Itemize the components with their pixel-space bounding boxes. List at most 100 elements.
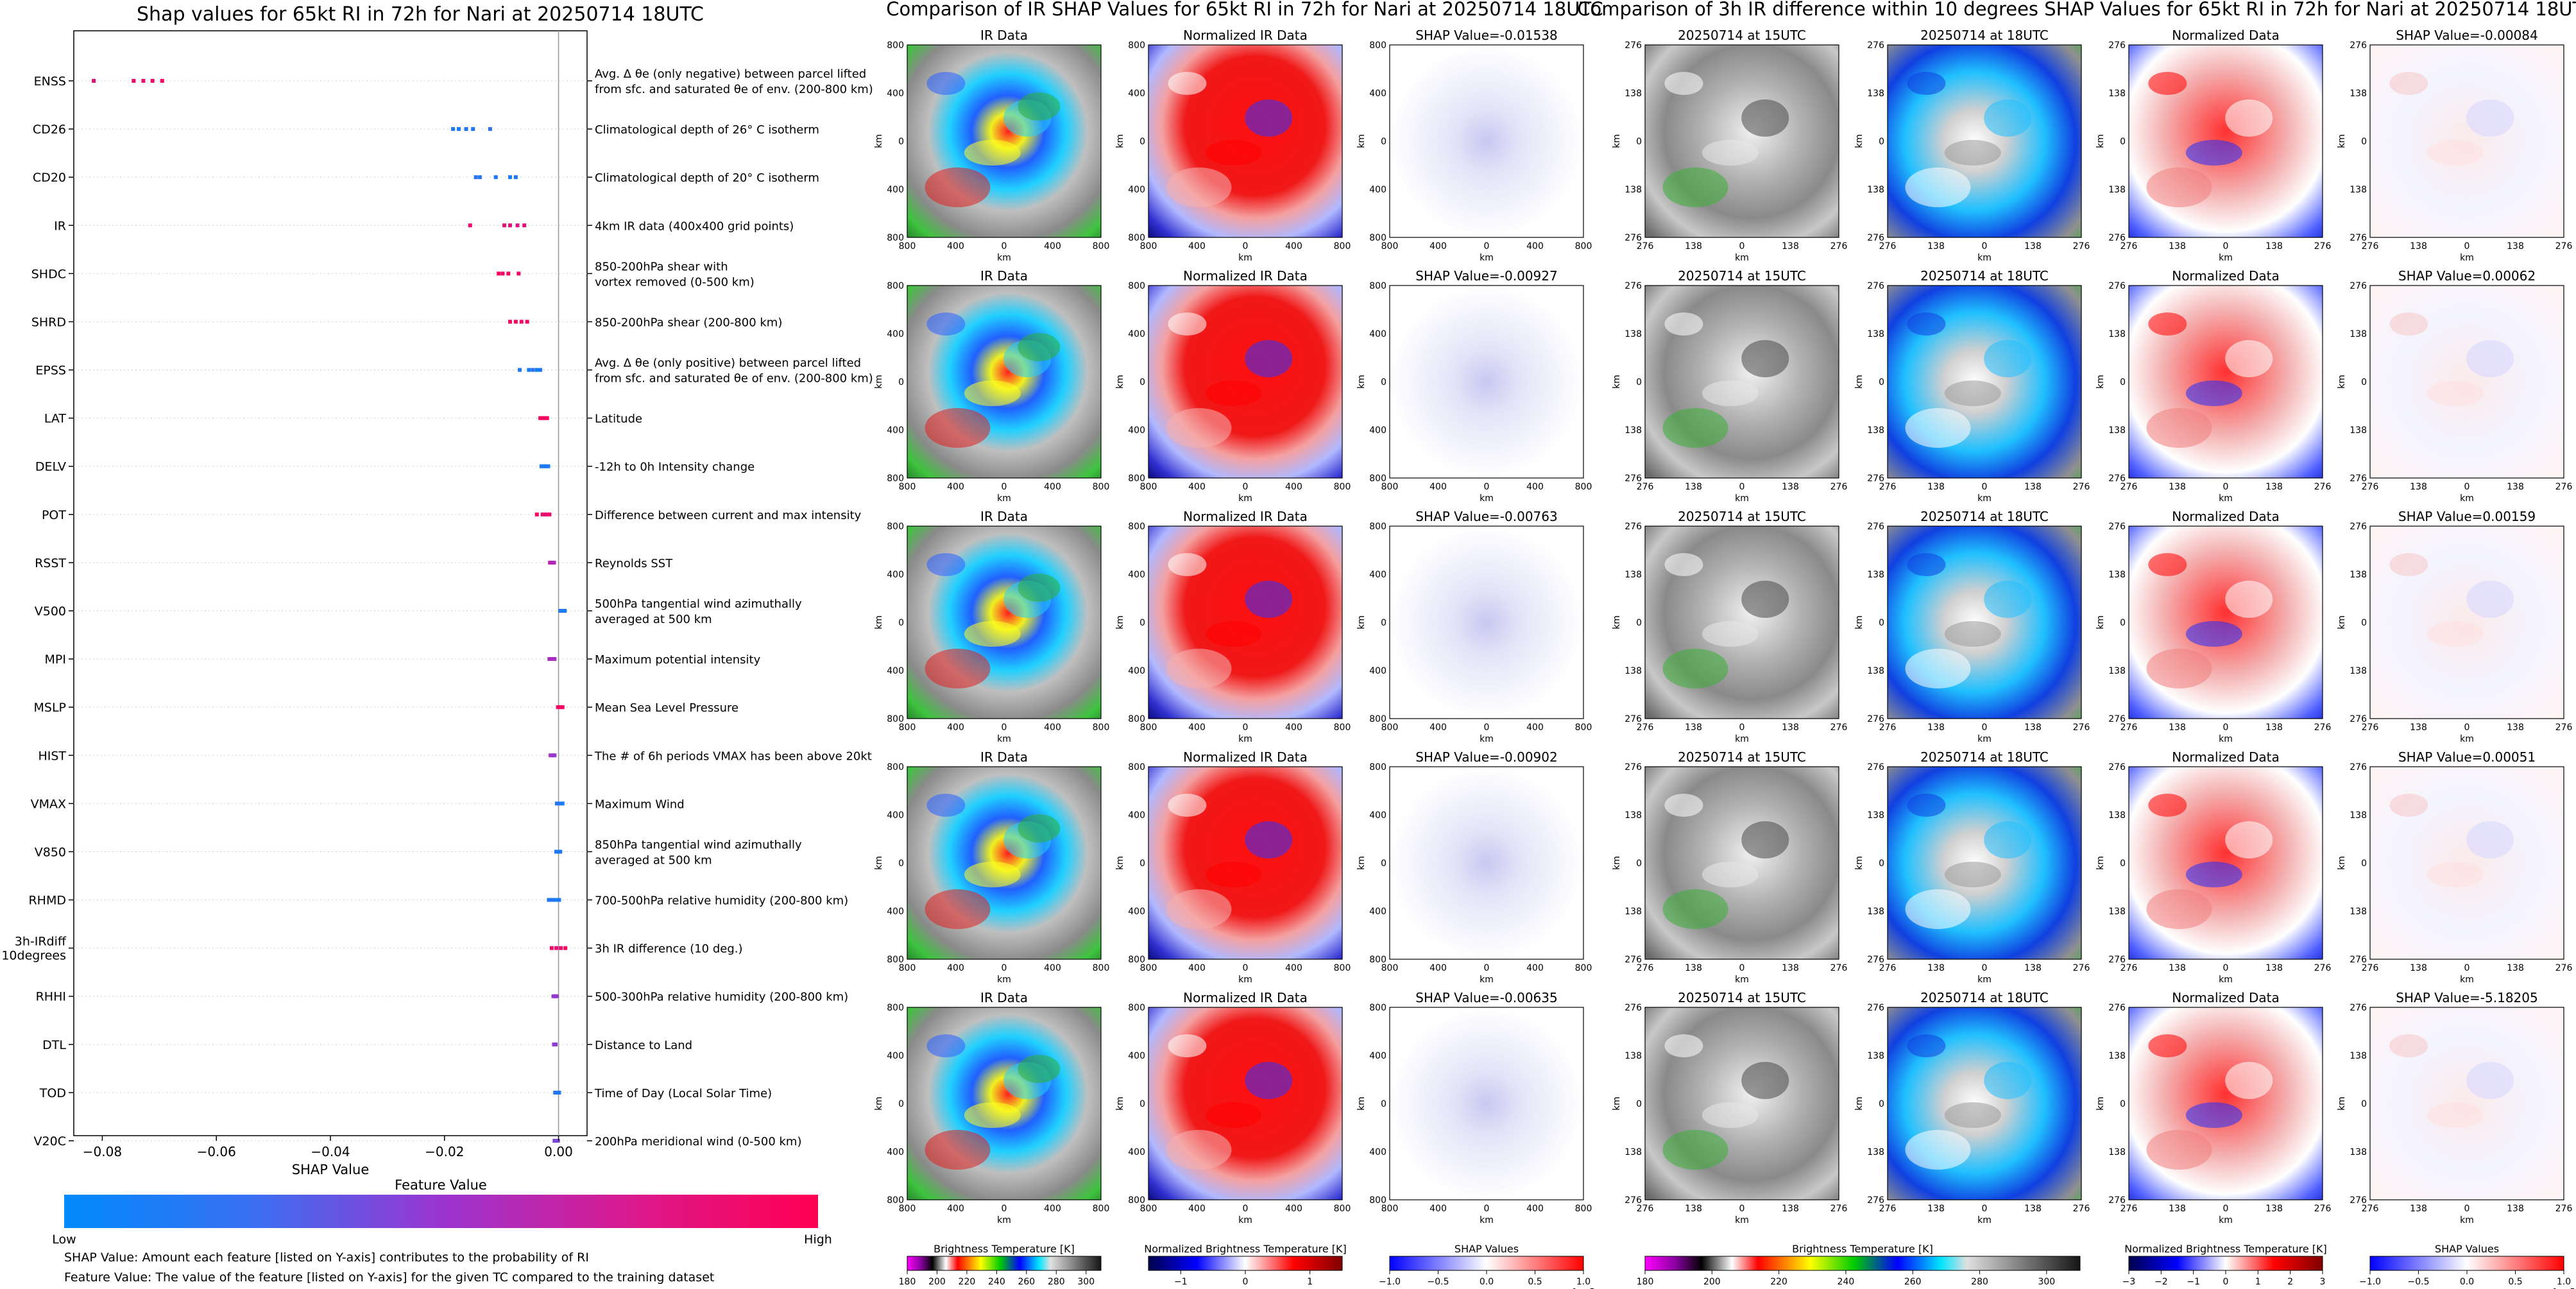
shap-point [522, 223, 527, 228]
texture-blob [1702, 140, 1759, 166]
texture-blob [1907, 72, 1946, 95]
x-axis-label: SHAP Value [292, 1162, 370, 1177]
x-tick-label: 0 [1982, 241, 1988, 252]
y-tick-label: 138 [1625, 425, 1642, 436]
shap-point [547, 657, 552, 662]
y-tick-label: 276 [2108, 281, 2126, 291]
shap-point [516, 271, 521, 276]
y-tick-label: 276 [2108, 1003, 2126, 1013]
x-tick-label: 138 [1927, 722, 1945, 733]
y-tick-label: 400 [1369, 907, 1386, 917]
texture-blob [1166, 889, 1232, 929]
panel-title: Normalized Data [2172, 749, 2280, 765]
x-axis-label: km [1977, 1215, 1992, 1225]
texture-blob [2185, 1102, 2242, 1128]
y-tick-label: 138 [2350, 89, 2367, 99]
texture-blob [925, 408, 991, 448]
feature-description: Maximum Wind [595, 798, 685, 811]
texture-blob [1018, 574, 1061, 602]
y-axis-label: km [1612, 856, 1622, 870]
x-tick-label: 138 [2410, 963, 2427, 973]
feature-label: 3h-IRdiff [15, 935, 67, 949]
y-axis-label: km [1612, 375, 1622, 389]
y-tick-label: 400 [1369, 185, 1386, 195]
x-tick-label: 276 [1830, 722, 1848, 733]
y-tick-label: 0 [1381, 377, 1386, 388]
panel-frame [1148, 525, 1343, 719]
plot-frame [73, 30, 588, 1136]
x-tick-label: 276 [2073, 722, 2090, 733]
shap-point [543, 416, 547, 420]
colorbar-tick-label: −2 [2154, 1277, 2168, 1287]
x-tick-label: 138 [1685, 722, 1702, 733]
y-tick-label: 400 [1128, 89, 1145, 99]
texture-blob [1662, 167, 1728, 207]
texture-blob [925, 889, 991, 929]
x-tick-label: 276 [2120, 722, 2138, 733]
y-tick-label: 276 [2350, 281, 2367, 291]
y-tick-label: 800 [1369, 762, 1386, 773]
y-tick-label: 138 [2108, 907, 2126, 917]
colorbar [2128, 1256, 2323, 1271]
colorbar-tick-label: 280 [1971, 1277, 1988, 1287]
shap-point [508, 320, 512, 324]
x-axis-label: km [2219, 975, 2233, 985]
texture-blob [925, 1130, 991, 1170]
texture-blob [1905, 167, 1971, 207]
shap-point [558, 801, 562, 806]
feature-label: DTL [42, 1038, 66, 1052]
texture-blob [2148, 553, 2187, 576]
y-tick-label: 800 [887, 714, 904, 724]
feature-label: POT [42, 508, 66, 522]
texture-blob [2146, 649, 2212, 688]
shap-point [540, 512, 545, 516]
shap-point [141, 79, 146, 83]
x-axis-label: km [1735, 734, 1749, 744]
y-tick-label: 400 [887, 329, 904, 339]
shap-point [92, 79, 96, 83]
colorbar-tick-label: 240 [988, 1277, 1005, 1287]
y-tick-label: 138 [1867, 329, 1884, 339]
shap-point [552, 560, 556, 565]
shap-point [558, 849, 563, 854]
texture-blob [2389, 553, 2428, 576]
panel-title: 20250714 at 18UTC [1920, 28, 2049, 43]
shap-point [563, 946, 568, 950]
image-panel [1390, 526, 1583, 719]
panel-frame [2128, 1007, 2323, 1200]
feature-label: RHMD [28, 894, 66, 908]
x-tick-label: 400 [1044, 1204, 1061, 1214]
texture-blob [1168, 794, 1207, 817]
feature-label: CD26 [33, 123, 66, 137]
y-tick-label: 800 [1369, 1003, 1386, 1013]
y-tick-label: 138 [1625, 1147, 1642, 1157]
shap-point [554, 898, 558, 902]
panel-title: Normalized Data [2172, 28, 2280, 43]
x-tick-label: 800 [1093, 722, 1110, 733]
texture-blob [1907, 312, 1946, 336]
x-tick-label: 276 [2073, 482, 2090, 492]
feature-label: TOD [39, 1086, 66, 1100]
shap-point [554, 849, 558, 854]
colorbar-tick-label: 180 [1637, 1277, 1654, 1287]
x-tick-label: 0 [1484, 722, 1490, 733]
x-tick-label: 138 [2265, 963, 2283, 973]
x-tick-label: 400 [1044, 482, 1061, 492]
y-tick-label: 0 [2361, 377, 2367, 388]
x-tick-label: 0 [2464, 241, 2470, 252]
panel-title: SHAP Value=-5.18205 [2396, 990, 2538, 1005]
x-tick-label: 138 [2265, 722, 2283, 733]
x-axis-label: km [1480, 253, 1494, 263]
y-axis-label: km [1356, 1097, 1367, 1111]
texture-blob [1741, 1062, 1789, 1099]
x-tick-label: 0 [2464, 482, 2470, 492]
y-tick-label: 400 [1128, 1051, 1145, 1061]
x-tick-label: 138 [1927, 963, 1945, 973]
feature-label: DELV [35, 460, 66, 474]
y-tick-label: 400 [1369, 570, 1386, 580]
x-tick-label: 0 [1243, 1204, 1249, 1214]
shap-point [563, 609, 567, 613]
texture-blob [1245, 581, 1293, 618]
image-panel-grids: Comparison of IR SHAP Values for 65kt RI… [874, 0, 2576, 1289]
texture-blob [964, 1102, 1021, 1128]
